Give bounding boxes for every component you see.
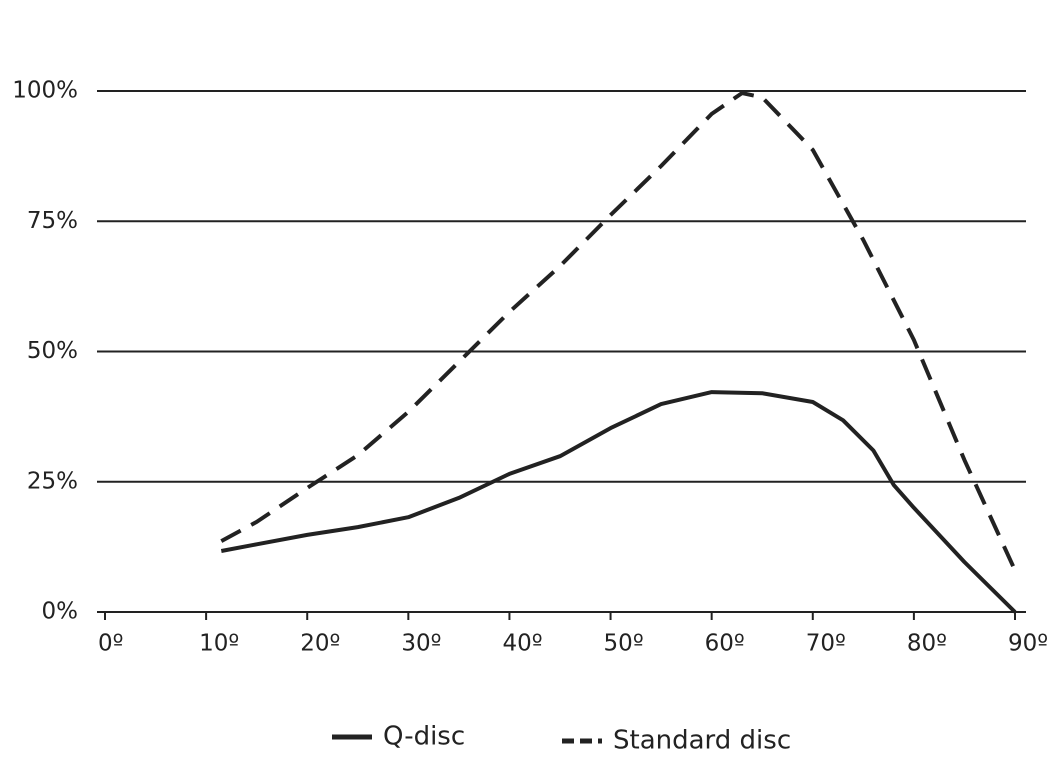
y-tick-label: 0%	[42, 599, 79, 625]
legend-label: Standard disc	[613, 726, 791, 756]
y-tick-label: 50%	[27, 338, 78, 364]
series-line	[220, 91, 1017, 572]
x-tick-label: 10º	[199, 631, 239, 657]
x-tick-label: 90º	[1008, 631, 1048, 657]
x-tick-label: 80º	[907, 631, 947, 657]
y-tick-label: 75%	[27, 208, 78, 234]
legend-label: Q-disc	[383, 722, 465, 752]
y-tick-label: 25%	[27, 468, 78, 494]
x-tick-label: 40º	[502, 631, 542, 657]
x-tick-label: 0º	[98, 631, 123, 657]
x-tick-label: 20º	[300, 631, 340, 657]
series-line	[220, 390, 1017, 614]
y-tick-label: 100%	[12, 78, 78, 104]
x-tick-label: 50º	[604, 631, 644, 657]
x-tick-label: 70º	[806, 631, 846, 657]
x-tick-label: 60º	[705, 631, 745, 657]
x-tick-label: 30º	[401, 631, 441, 657]
